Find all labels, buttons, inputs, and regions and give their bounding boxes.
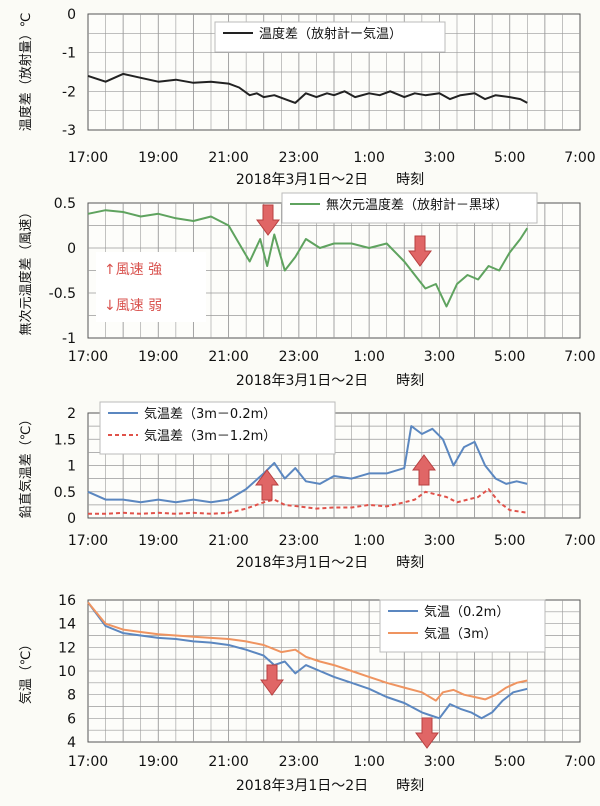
chart-panel-4: 16 14 12 10 8 6 4 17:00 19:00 21:00 23:00 1:00 3:00 5… <box>18 593 596 794</box>
arrow-down-icon <box>260 664 284 696</box>
arrow-up-icon <box>255 469 279 501</box>
legend-entry: 気温（3m） <box>424 626 497 642</box>
x-tick-label: 1:00 <box>353 150 384 166</box>
x-tick-label: 1:00 <box>353 533 384 549</box>
x-tick-label: 19:00 <box>138 349 178 365</box>
x-tick-label: 7:00 <box>564 150 595 166</box>
x-tick-label: 3:00 <box>424 349 455 365</box>
x-axis-label: 2018年3月1日～2日 時刻 <box>236 778 424 794</box>
y-axis-label: 鉛直気温差（℃） <box>18 413 34 519</box>
series-line-1 <box>87 209 529 308</box>
x-tick-label: 7:00 <box>564 754 595 770</box>
y-tick-label: 2 <box>67 406 76 422</box>
y-tick-label: -1 <box>62 46 76 62</box>
y-axis-label: 温度差（放射量）℃ <box>18 13 34 132</box>
legend-box <box>99 401 336 455</box>
x-tick-label: 17:00 <box>68 349 108 365</box>
y-tick-label: -1 <box>62 331 76 347</box>
y-tick-label: 0 <box>67 7 76 23</box>
x-tick-label: 5:00 <box>494 150 525 166</box>
legend-entry: 気温（0.2m） <box>424 604 509 620</box>
y-tick-label: -2 <box>62 84 76 100</box>
x-tick-label: 21:00 <box>208 754 248 770</box>
x-tick-label: 3:00 <box>424 754 455 770</box>
arrow-down-icon <box>415 717 439 749</box>
x-tick-label: 19:00 <box>138 533 178 549</box>
y-axis-label: 気温（℃） <box>18 638 34 705</box>
x-tick-label: 21:00 <box>208 150 248 166</box>
x-tick-label: 3:00 <box>424 150 455 166</box>
y-tick-label: 0.5 <box>54 485 76 501</box>
chart-panel-2: 0.5 0 -0.5 -1 17:00 19:00 21:00 23:00 1:00 3:00 5:… <box>18 192 596 389</box>
x-tick-label: 23:00 <box>279 754 319 770</box>
legend-entry: 温度差（放射計ー気温） <box>259 26 402 42</box>
x-tick-label: 21:00 <box>208 349 248 365</box>
annotation-text: ↓風速 弱 <box>104 298 162 314</box>
x-axis-label: 2018年3月1日～2日 時刻 <box>236 373 424 389</box>
series-line-1 <box>87 601 528 720</box>
legend-entry: 気温差（3m－0.2m） <box>144 406 276 422</box>
x-tick-label: 23:00 <box>279 150 319 166</box>
legend-entry: 気温差（3m－1.2m） <box>144 428 276 444</box>
y-tick-label: 4 <box>67 735 76 751</box>
x-tick-label: 17:00 <box>68 533 108 549</box>
y-tick-label: -3 <box>62 123 76 139</box>
arrow-down-icon <box>408 235 432 267</box>
x-tick-label: 21:00 <box>208 533 248 549</box>
arrow-down-icon <box>256 204 280 236</box>
x-axis-label: 2018年3月1日～2日 時刻 <box>236 172 424 188</box>
chart-panel-3: 2 1.5 1 0.5 0 17:00 19:00 21:00 23:00 1:00 3:00 5:0… <box>18 401 596 571</box>
legend-box <box>214 21 446 53</box>
x-tick-label: 5:00 <box>494 533 525 549</box>
x-tick-label: 7:00 <box>564 533 595 549</box>
annotation-text: ↑風速 強 <box>104 262 162 278</box>
x-tick-label: 17:00 <box>68 754 108 770</box>
y-tick-label: 16 <box>58 593 76 609</box>
y-axis-label: 無次元温度差（風速） <box>18 205 34 335</box>
y-tick-label: 8 <box>67 688 76 704</box>
series-line-1 <box>87 425 528 504</box>
legend-box <box>379 599 546 653</box>
chart-panel-1: 0 -1 -2 -3 17:00 19:00 21:00 23:00 1:00 3:00 5:00 7… <box>18 7 596 188</box>
legend-box <box>281 192 538 224</box>
x-tick-label: 1:00 <box>353 349 384 365</box>
x-tick-label: 19:00 <box>138 754 178 770</box>
x-tick-label: 5:00 <box>494 754 525 770</box>
series-line-1 <box>87 72 528 104</box>
annotation-box <box>96 252 206 322</box>
y-tick-label: 0 <box>67 511 76 527</box>
x-axis-label: 2018年3月1日～2日 時刻 <box>236 555 424 571</box>
x-tick-label: 23:00 <box>279 533 319 549</box>
y-tick-label: 0.5 <box>54 196 76 212</box>
x-tick-label: 1:00 <box>353 754 384 770</box>
x-tick-label: 23:00 <box>279 349 319 365</box>
x-tick-label: 3:00 <box>424 533 455 549</box>
x-tick-label: 19:00 <box>138 150 178 166</box>
y-tick-label: 1 <box>67 459 76 475</box>
y-tick-label: 14 <box>58 617 76 633</box>
y-tick-label: -0.5 <box>49 286 76 302</box>
legend-entry: 無次元温度差（放射計－黒球） <box>326 197 508 213</box>
y-tick-label: 1.5 <box>54 432 76 448</box>
series-line-2 <box>87 601 528 702</box>
x-tick-label: 5:00 <box>494 349 525 365</box>
x-tick-label: 17:00 <box>68 150 108 166</box>
y-tick-label: 0 <box>67 241 76 257</box>
y-tick-label: 6 <box>67 711 76 727</box>
arrow-up-icon <box>412 454 436 486</box>
x-tick-label: 7:00 <box>564 349 595 365</box>
y-tick-label: 10 <box>58 664 76 680</box>
y-tick-label: 12 <box>58 640 76 656</box>
